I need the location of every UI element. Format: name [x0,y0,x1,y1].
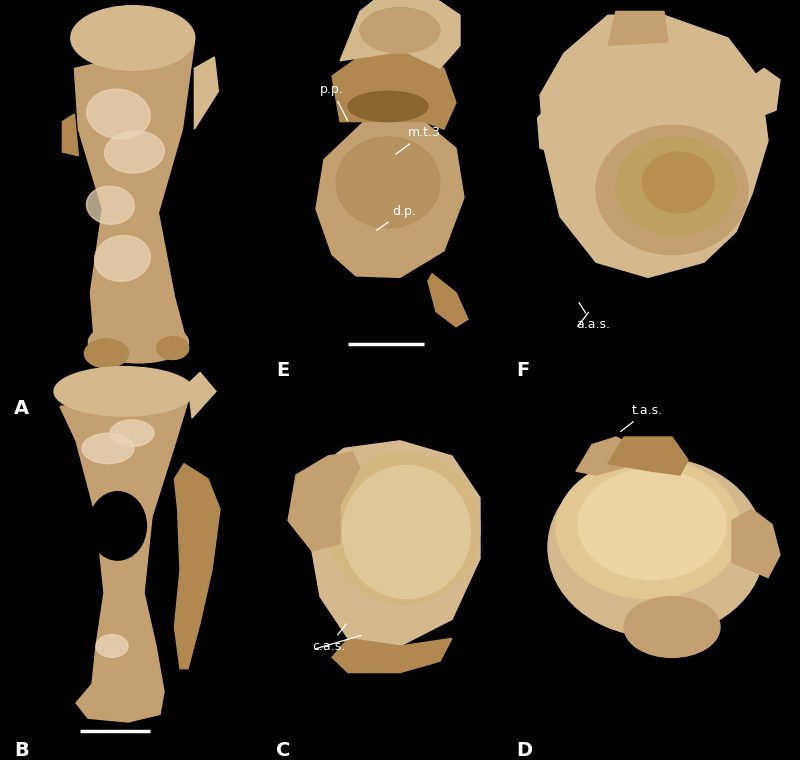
Ellipse shape [71,5,195,70]
Ellipse shape [642,152,714,213]
Polygon shape [576,437,632,475]
Ellipse shape [578,470,726,579]
Text: c.a.s.: c.a.s. [312,624,346,653]
Ellipse shape [82,433,134,464]
Text: a.a.s.: a.a.s. [576,302,610,331]
Ellipse shape [89,492,146,560]
Polygon shape [188,372,216,418]
Ellipse shape [105,131,164,173]
Polygon shape [748,68,780,118]
Ellipse shape [342,465,470,599]
Polygon shape [428,274,468,327]
Ellipse shape [86,186,134,224]
Ellipse shape [360,8,440,53]
Polygon shape [194,57,218,129]
Text: F: F [516,361,530,380]
Ellipse shape [328,452,480,604]
Ellipse shape [86,89,150,139]
Ellipse shape [556,458,740,599]
Polygon shape [62,114,78,156]
Ellipse shape [88,321,189,363]
Ellipse shape [157,337,189,359]
Ellipse shape [85,339,128,368]
Polygon shape [296,441,480,646]
Ellipse shape [348,91,428,122]
Text: B: B [14,741,29,760]
Polygon shape [174,464,220,669]
Polygon shape [76,684,164,722]
Text: d.p.: d.p. [377,204,416,230]
Text: C: C [276,741,290,760]
Polygon shape [608,437,688,475]
Polygon shape [732,509,780,578]
Polygon shape [60,388,192,692]
Polygon shape [332,638,452,673]
Polygon shape [608,11,668,46]
Ellipse shape [336,137,440,228]
Text: p.p.: p.p. [320,83,347,121]
Ellipse shape [94,236,150,281]
Text: D: D [516,741,532,760]
Ellipse shape [54,367,194,416]
Ellipse shape [548,458,764,637]
Text: m.t.3: m.t.3 [396,126,441,154]
Ellipse shape [110,420,154,447]
Ellipse shape [96,635,128,657]
Polygon shape [332,49,456,129]
Ellipse shape [616,137,736,236]
Ellipse shape [624,597,720,657]
Polygon shape [538,103,564,156]
Polygon shape [74,42,194,342]
Polygon shape [288,452,360,551]
Polygon shape [340,0,460,68]
Ellipse shape [596,125,748,255]
Polygon shape [540,15,768,277]
Text: t.a.s.: t.a.s. [621,404,663,432]
Polygon shape [316,122,464,277]
Text: A: A [14,399,30,418]
Text: E: E [276,361,290,380]
